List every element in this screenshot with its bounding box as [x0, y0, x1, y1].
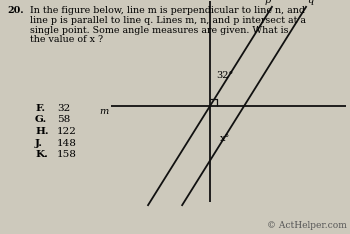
Text: 32°: 32° [216, 72, 233, 80]
Text: p: p [264, 0, 271, 5]
Text: 158: 158 [57, 150, 77, 159]
Text: 122: 122 [57, 127, 77, 136]
Text: line p is parallel to line q. Lines m, n, and p intersect at a: line p is parallel to line q. Lines m, n… [30, 16, 306, 25]
Text: J.: J. [35, 139, 43, 147]
Text: H.: H. [35, 127, 49, 136]
Text: m: m [99, 107, 109, 116]
Text: 148: 148 [57, 139, 77, 147]
Text: © ActHelper.com: © ActHelper.com [267, 221, 347, 230]
Text: 32: 32 [57, 104, 70, 113]
Text: single point. Some angle measures are given. What is: single point. Some angle measures are gi… [30, 26, 288, 35]
Text: K.: K. [35, 150, 48, 159]
Text: F.: F. [35, 104, 45, 113]
Text: x°: x° [220, 134, 230, 143]
Text: In the figure below, line m is perpendicular to line n, and: In the figure below, line m is perpendic… [30, 6, 305, 15]
Text: the value of x ?: the value of x ? [30, 35, 103, 44]
Text: G.: G. [35, 116, 47, 124]
Text: q: q [308, 0, 314, 5]
Text: 58: 58 [57, 116, 70, 124]
Text: 20.: 20. [7, 6, 24, 15]
